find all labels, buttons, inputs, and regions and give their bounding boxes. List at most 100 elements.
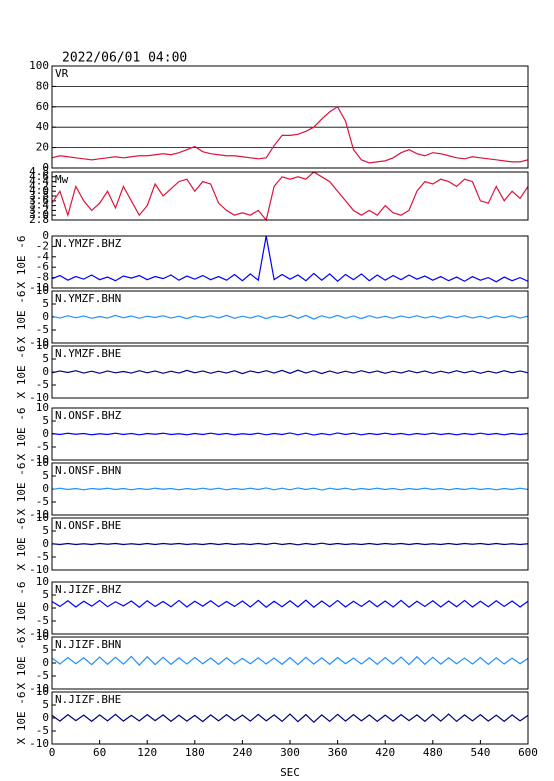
y-tick-label: -10 — [29, 563, 49, 576]
y-tick-label: -10 — [29, 453, 49, 466]
y-tick-label: 5 — [42, 469, 49, 482]
x-tick-label: 480 — [423, 746, 443, 759]
y-tick-label: -10 — [29, 737, 49, 750]
y-tick-label: 0 — [42, 482, 49, 495]
y-tick-label: -8 — [36, 271, 49, 284]
y-tick-label: 2.8 — [29, 213, 49, 226]
y-tick-label: -10 — [29, 281, 49, 294]
y-tick-label: -2 — [36, 239, 49, 252]
panel-label: N.YMZF.BHN — [55, 292, 121, 305]
x-tick-label: 540 — [470, 746, 490, 759]
y-tick-label: 3.0 — [29, 208, 49, 221]
y-tick-label: -10 — [29, 682, 49, 695]
y-tick-label: 10 — [36, 284, 49, 297]
panel-frame — [51, 691, 529, 745]
x-tick-label: 300 — [280, 746, 300, 759]
y-tick-label: 0 — [42, 711, 49, 724]
trace — [51, 713, 529, 723]
chart-title: 2022/06/01 04:00 — [62, 51, 187, 66]
x-tick-label: 60 — [93, 746, 106, 759]
panel-label: N.JIZF.BHZ — [55, 583, 122, 596]
y-tick-label: 10 — [36, 630, 49, 643]
y-tick-label: 5 — [42, 588, 49, 601]
y-tick-label: 5 — [42, 414, 49, 427]
panel-frame — [51, 290, 529, 344]
y-tick-label: -5 — [36, 440, 49, 453]
panel-frame — [51, 636, 529, 690]
y-tick-label: -4 — [36, 250, 50, 263]
panel-label: Mw — [55, 173, 69, 186]
y-tick-label: 10 — [36, 511, 49, 524]
y-tick-label: -10 — [29, 391, 49, 404]
y-tick-label: -10 — [29, 508, 49, 521]
y-tick-label: 5 — [42, 352, 49, 365]
y-tick-label: 0 — [42, 537, 49, 550]
panel-label: N.JIZF.BHE — [55, 693, 121, 706]
y-tick-label: 0 — [42, 427, 49, 440]
y-tick-label: 10 — [36, 685, 49, 698]
y-axis-label: X 10E -6 — [15, 291, 28, 344]
y-tick-label: 4.8 — [29, 165, 49, 178]
panel-frame — [51, 235, 529, 289]
y-tick-label: 60 — [36, 100, 49, 113]
x-tick-label: 420 — [375, 746, 395, 759]
panel-label: N.ONSF.BHZ — [55, 409, 122, 422]
y-tick-label: 5 — [42, 297, 49, 310]
y-axis-label: X 10E -6 — [15, 518, 28, 571]
y-tick-label: 4.0 — [29, 184, 49, 197]
y-tick-label: -5 — [36, 724, 49, 737]
trace — [51, 105, 529, 164]
y-tick-label: -10 — [29, 336, 49, 349]
panel-frame — [51, 462, 529, 516]
trace — [51, 314, 529, 320]
panel-frame — [51, 65, 529, 169]
y-tick-label: -10 — [29, 627, 49, 640]
y-tick-label: 10 — [36, 456, 49, 469]
panel-frame — [51, 517, 529, 571]
y-axis-label: X 10E -6 — [15, 408, 28, 461]
x-tick-label: 360 — [328, 746, 348, 759]
trace — [51, 655, 529, 666]
y-tick-label: 10 — [36, 339, 49, 352]
y-tick-label: 100 — [29, 59, 49, 72]
y-tick-label: 3.8 — [29, 189, 49, 202]
panel-label: N.YMZF.BHZ — [55, 237, 122, 250]
y-tick-label: 5 — [42, 698, 49, 711]
y-tick-label: 5 — [42, 643, 49, 656]
y-tick-label: 0 — [42, 161, 49, 174]
panel-frame — [51, 407, 529, 461]
panel-label: N.ONSF.BHN — [55, 464, 121, 477]
trace — [51, 432, 529, 436]
x-axis-label: SEC — [280, 766, 300, 779]
panel-frame — [51, 171, 529, 221]
trace — [51, 487, 529, 491]
y-tick-label: -5 — [36, 550, 49, 563]
y-axis-label: X 10E -6 — [15, 692, 28, 745]
trace — [51, 369, 529, 375]
y-axis-label: X 10E -6 — [15, 582, 28, 635]
y-axis-label: X 10E -6 — [15, 236, 28, 289]
y-tick-label: 5 — [42, 524, 49, 537]
x-tick-label: 600 — [518, 746, 538, 759]
y-tick-label: -5 — [36, 614, 49, 627]
y-tick-label: 20 — [36, 141, 49, 154]
trace — [51, 235, 529, 283]
trace — [51, 171, 529, 222]
y-axis-label: X 10E -6 — [15, 346, 28, 399]
y-tick-label: -5 — [36, 378, 49, 391]
y-tick-label: 3.4 — [29, 199, 49, 212]
y-tick-label: 0 — [42, 601, 49, 614]
y-tick-label: 4.2 — [29, 179, 49, 192]
y-tick-label: 3.6 — [29, 194, 49, 207]
y-tick-label: 4.4 — [29, 175, 49, 188]
panel-label: N.YMZF.BHE — [55, 347, 121, 360]
x-tick-label: 180 — [185, 746, 205, 759]
y-tick-label: 40 — [36, 120, 49, 133]
x-tick-label: 120 — [137, 746, 157, 759]
y-tick-label: 0 — [42, 310, 49, 323]
y-tick-label: 0 — [42, 365, 49, 378]
y-tick-label: -6 — [36, 260, 49, 273]
y-axis-label: X 10E -6 — [15, 463, 28, 516]
panel-frame — [51, 345, 529, 399]
